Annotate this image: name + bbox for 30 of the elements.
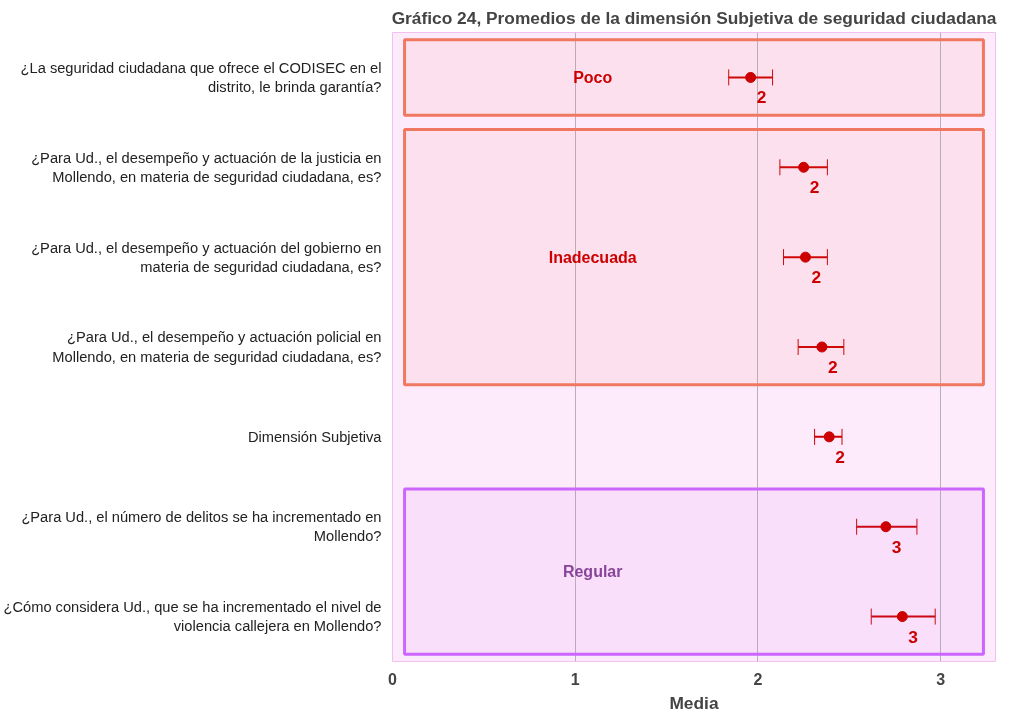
point — [896, 611, 908, 623]
data-label: 2 — [811, 267, 822, 288]
point — [745, 71, 757, 83]
x-tick-label: 0 — [388, 670, 398, 688]
y-tick-label: Dimensión Subjetiva — [247, 428, 383, 445]
y-tick-label: ¿Para Ud., el desempeño y actuación policial en Mollendo, en materia de seguridad ciudadana, es? — [52, 329, 382, 365]
point — [798, 161, 810, 173]
y-tick-label: ¿Para Ud., el desempeño y actuación del gobierno en materia de seguridad ciudadana, es? — [31, 239, 382, 275]
x-tick-label: 2 — [753, 670, 763, 688]
band-label: Poco — [573, 68, 613, 86]
y-tick-label: ¿Cómo considera Ud., que se ha incrementado el nivel de violencia callejera en Mollendo? — [3, 598, 382, 635]
x-tick-label: 3 — [936, 670, 946, 688]
data-label: 3 — [908, 626, 919, 647]
data-label: 2 — [756, 87, 767, 108]
band-label: Regular — [562, 563, 623, 581]
y-tick-label: ¿La seguridad ciudadana que ofrece el CODISEC en el distrito, le brinda garantía? — [20, 59, 382, 96]
point — [799, 251, 811, 263]
data-label: 2 — [809, 177, 820, 198]
point — [880, 521, 892, 533]
point — [816, 341, 828, 353]
data-label: 2 — [835, 446, 845, 467]
data-label: 2 — [827, 357, 838, 377]
data-label: 3 — [891, 536, 902, 557]
y-tick-label: ¿Para Ud., el número de delitos se ha incrementado en Mollendo? — [21, 509, 382, 545]
x-axis-title: Media — [669, 692, 719, 713]
chart-title: Gráfico 24, Promedios de la dimensión Subjetiva de seguridad ciudadana — [391, 7, 997, 28]
point — [823, 431, 835, 443]
x-tick-label: 1 — [570, 670, 580, 688]
band-label: Inadecuada — [548, 248, 637, 266]
y-tick-label: ¿Para Ud., el desempeño y actuación de la justicia en Mollendo, en materia de seguridad ciudadana, es? — [31, 149, 382, 185]
